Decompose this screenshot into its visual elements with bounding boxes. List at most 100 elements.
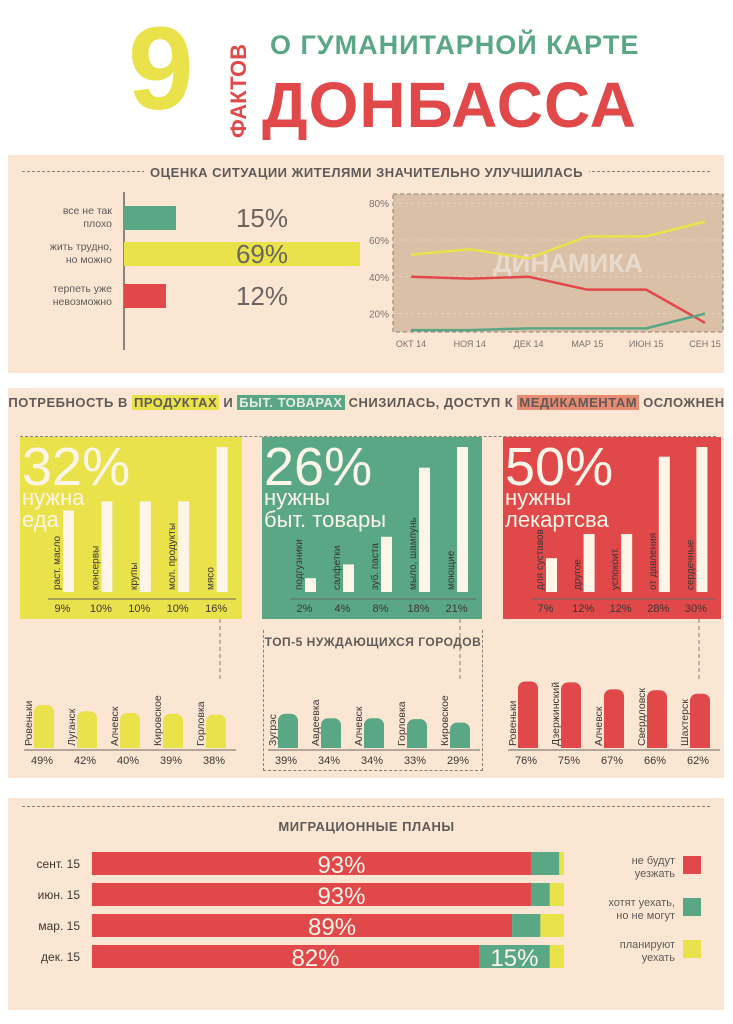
need-bar-value: 12% xyxy=(610,603,632,615)
city-bar-base xyxy=(364,742,384,748)
dynamics-border xyxy=(392,193,724,333)
city-bar xyxy=(120,713,140,748)
city-value: 40% xyxy=(117,755,139,767)
need-card-percent: 26% xyxy=(264,437,372,497)
city-bar xyxy=(690,693,710,748)
need-bar xyxy=(696,447,708,592)
city-bar-base xyxy=(450,742,470,748)
dynamics-x-tick: ОКТ 14 xyxy=(396,339,426,349)
city-value: 62% xyxy=(687,755,709,767)
need-bar-label: консервы xyxy=(90,546,101,590)
need-bar-value: 16% xyxy=(205,603,227,615)
need-bar xyxy=(457,447,468,592)
migration-chart: сент. 15 93% июн. 15 93% мар. 15 89% дек. 15 82… xyxy=(37,852,701,972)
city-label: Алчевск xyxy=(593,706,605,746)
situation-value-label: 15% xyxy=(236,203,288,233)
city-value: 39% xyxy=(275,755,297,767)
migration-legend-label: планируют xyxy=(620,939,675,951)
city-label: Горловка xyxy=(195,701,207,746)
dynamics-x-tick: ДЕК 14 xyxy=(514,339,544,349)
migration-segment-label: 82% xyxy=(291,945,339,972)
city-bar-base xyxy=(647,742,667,748)
need-card-percent: 50% xyxy=(505,437,613,497)
dynamics-line-chart: 80% 60% 40% 20% ДИНАМИКА ОКТ 14 НОЯ 14 ДЕК 14 МА… xyxy=(369,193,724,349)
city-bar-base xyxy=(163,742,183,748)
migration-segment xyxy=(92,883,531,906)
section-situation-heading: ОЦЕНКА СИТУАЦИИ ЖИТЕЛЯМИ ЗНАЧИТЕЛЬНО УЛУ… xyxy=(0,165,733,180)
migration-segment xyxy=(479,945,550,968)
city-bar xyxy=(604,689,624,748)
situation-category-label: все не так xyxy=(63,205,113,217)
city-bar-base xyxy=(604,742,624,748)
need-bar-value: 28% xyxy=(647,603,669,615)
city-bar-base xyxy=(407,742,427,748)
city-label: Кировское xyxy=(152,695,164,746)
need-card-caption: нужны xyxy=(505,485,571,510)
need-bar-label: мыло, шампунь xyxy=(408,517,419,590)
section-needs-heading: ПОТРЕБНОСТЬ В ПРОДУКТАХ И БЫТ. ТОВАРАХ С… xyxy=(0,395,733,410)
need-bar xyxy=(178,501,190,592)
migration-legend-label: уехать xyxy=(642,952,676,964)
migration-segment-label: 89% xyxy=(308,914,356,941)
migration-segment xyxy=(530,852,560,875)
city-bar xyxy=(278,713,298,748)
migration-legend-label: уезжать xyxy=(635,868,676,880)
need-bar xyxy=(583,534,595,592)
migration-row-label: мар. 15 xyxy=(38,919,80,933)
need-bar-value: 10% xyxy=(90,603,112,615)
need-bar-label: сердечные xyxy=(685,539,696,590)
migration-segment-label: 93% xyxy=(317,883,365,910)
need-bar-value: 21% xyxy=(445,603,467,615)
need-bar xyxy=(658,456,670,592)
migration-segment xyxy=(530,883,550,906)
needs-heading-goods: БЫТ. ТОВАРАХ xyxy=(237,395,345,410)
city-bar-base xyxy=(690,742,710,748)
need-bar-label: для суставов xyxy=(535,529,546,590)
cities-frame xyxy=(263,630,483,771)
city-value: 38% xyxy=(203,755,225,767)
need-bar-value: 4% xyxy=(335,603,351,615)
situation-bar xyxy=(124,206,176,230)
need-card-bg xyxy=(503,437,721,619)
need-bar xyxy=(216,447,228,592)
needs-heading-part1: ПОТРЕБНОСТЬ В xyxy=(8,395,128,410)
city-label: Ровеньки xyxy=(23,700,35,746)
migration-legend-label: хотят уехать, xyxy=(608,897,675,909)
need-bar xyxy=(381,536,392,592)
migration-legend-swatch xyxy=(683,940,701,958)
situation-bar xyxy=(124,284,166,308)
city-bar xyxy=(407,719,427,748)
situation-value-label: 12% xyxy=(236,281,288,311)
need-card-caption: нужна xyxy=(22,485,85,510)
need-bar xyxy=(101,501,113,592)
migration-legend-label: не будут xyxy=(632,855,675,867)
need-bar-value: 9% xyxy=(55,603,71,615)
need-bar xyxy=(546,558,557,592)
need-bar-value: 7% xyxy=(538,603,554,615)
city-bar xyxy=(518,681,538,748)
situation-category-label: плохо xyxy=(83,218,112,230)
need-bar-value: 18% xyxy=(407,603,429,615)
need-bar-label: мол. продукты xyxy=(167,523,178,590)
need-bar-value: 2% xyxy=(297,603,313,615)
needs-heading-part5: СНИЗИЛАСЬ, ДОСТУП К xyxy=(348,395,514,410)
city-label: Горловка xyxy=(396,701,408,746)
city-bar xyxy=(77,711,97,748)
header-number: 9 xyxy=(128,3,194,135)
header-vertical-text: ФАКТОВ xyxy=(228,44,250,138)
dynamics-title: ДИНАМИКА xyxy=(493,248,643,278)
migration-row-label: сент. 15 xyxy=(37,857,81,871)
city-bar-base xyxy=(120,742,140,748)
city-value: 39% xyxy=(160,755,182,767)
need-bar-label: раст. масло xyxy=(52,535,63,590)
need-card-caption: нужны xyxy=(264,485,330,510)
need-card-caption: лекартсва xyxy=(505,507,609,532)
need-bar xyxy=(419,467,430,592)
migration-segment xyxy=(559,852,564,875)
need-bar xyxy=(63,510,74,592)
city-bar xyxy=(561,682,581,748)
city-value: 34% xyxy=(318,755,340,767)
situation-bar xyxy=(124,242,360,266)
city-label: Алчевск xyxy=(353,706,365,746)
